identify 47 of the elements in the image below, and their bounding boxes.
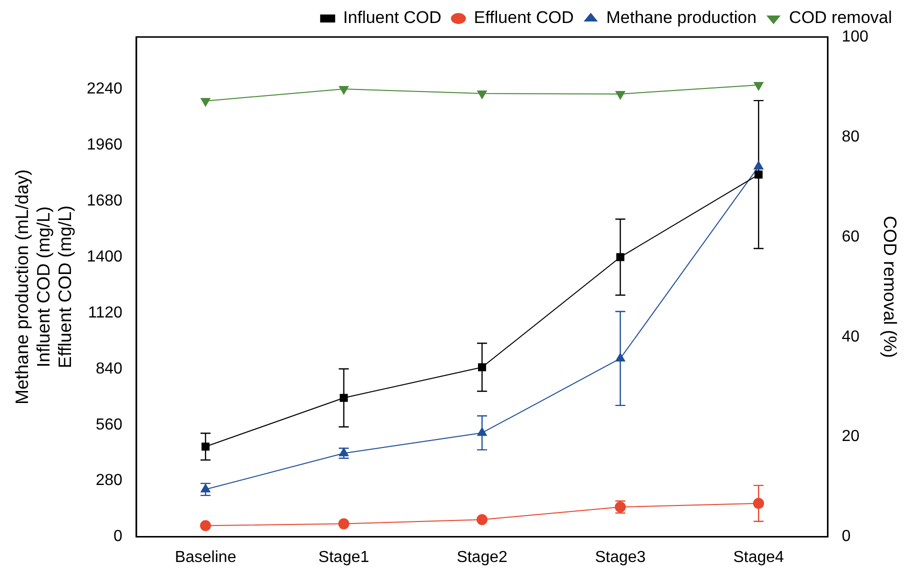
point (754, 82, 764, 90)
y2-tick-label: 100 (842, 28, 868, 46)
y-tick-label: 1400 (86, 248, 122, 266)
point (616, 253, 624, 262)
y2-tick-label: 0 (842, 528, 851, 546)
y-tick-label: 1680 (86, 192, 122, 210)
y-tick-label: 2240 (86, 80, 122, 98)
x-tick-label: Stage3 (594, 548, 646, 566)
point (615, 90, 626, 100)
legend-label: Methane production (606, 8, 757, 28)
point (201, 442, 210, 451)
y-tick-label: 560 (96, 416, 122, 434)
point (200, 98, 210, 106)
point (754, 170, 763, 179)
y2-axis-title: COD removal (%) (880, 216, 900, 358)
point (476, 514, 488, 526)
point (338, 518, 350, 530)
point (478, 363, 486, 372)
y2-tick-label: 20 (842, 428, 860, 446)
point (340, 394, 348, 402)
point (200, 520, 212, 532)
point (754, 161, 764, 170)
point (200, 484, 210, 492)
y-tick-label: 840 (96, 360, 122, 378)
legend-label: COD removal (789, 8, 892, 28)
point (615, 352, 626, 362)
point (753, 498, 764, 509)
legend-label: Effluent COD (474, 8, 574, 28)
text: Effluent COD (mg/L) (54, 206, 75, 368)
point (338, 448, 349, 456)
x-tick-label: Baseline (174, 548, 236, 566)
y-tick-label: 0 (113, 528, 122, 546)
legend-label: Influent COD (343, 8, 442, 28)
text: Influent COD (mg/L) (33, 206, 54, 368)
y-tick-label: 1120 (88, 304, 122, 322)
point (338, 86, 349, 94)
y2-tick-label: 60 (842, 228, 860, 246)
point (477, 90, 487, 99)
y2-tick-label: 80 (842, 128, 860, 146)
y2-tick-label: 40 (842, 328, 860, 346)
text: Methane production (mL/day) (12, 169, 32, 404)
x-tick-label: Stage4 (733, 548, 784, 566)
y-tick-label: 1960 (86, 136, 122, 154)
y-tick-label: 280 (96, 472, 122, 490)
x-tick-label: Stage1 (318, 548, 370, 566)
x-tick-label: Stage2 (456, 548, 508, 566)
point (477, 427, 487, 436)
